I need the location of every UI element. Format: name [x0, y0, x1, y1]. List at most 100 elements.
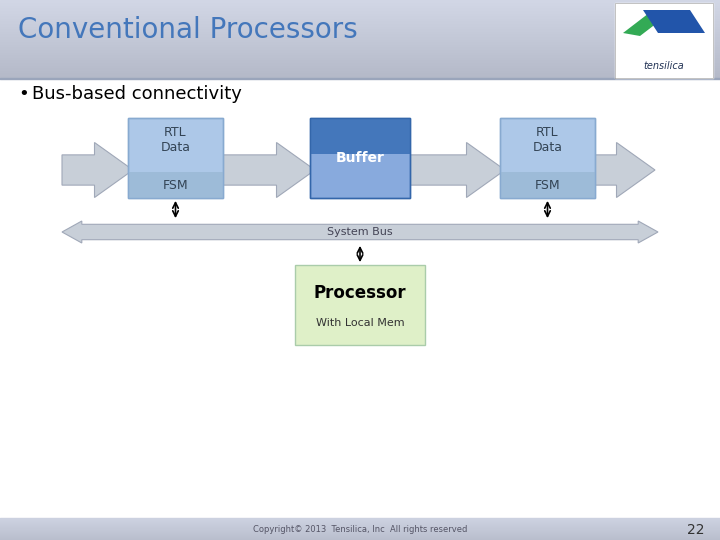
Polygon shape: [643, 10, 705, 33]
Bar: [0, 27, 720, 28]
Bar: [0, 2, 720, 3]
Polygon shape: [218, 143, 315, 198]
Bar: [0, 54, 720, 55]
Bar: [0, 21, 720, 22]
Bar: [0, 56, 720, 57]
Bar: [0, 18, 720, 19]
Bar: [0, 63, 720, 64]
Bar: [0, 4, 720, 5]
Bar: [0, 20, 720, 21]
Bar: [0, 29, 720, 30]
Text: Data: Data: [533, 141, 562, 154]
Bar: [0, 69, 720, 70]
Bar: [0, 19, 720, 20]
Bar: [0, 0, 720, 1]
Bar: [0, 72, 720, 73]
FancyBboxPatch shape: [128, 172, 223, 198]
Bar: [0, 36, 720, 37]
Bar: [0, 61, 720, 62]
Text: RTL: RTL: [164, 125, 186, 138]
Bar: [0, 33, 720, 34]
Text: Processor: Processor: [314, 284, 406, 302]
Bar: [0, 44, 720, 45]
Bar: [0, 6, 720, 7]
Bar: [0, 76, 720, 77]
Polygon shape: [623, 10, 670, 36]
Text: FSM: FSM: [535, 179, 560, 192]
Text: 22: 22: [688, 523, 705, 537]
Bar: [0, 24, 720, 25]
Polygon shape: [62, 221, 658, 243]
Bar: [0, 53, 720, 54]
Bar: [0, 71, 720, 72]
Bar: [0, 39, 720, 40]
Bar: [0, 46, 720, 47]
FancyBboxPatch shape: [500, 118, 595, 198]
Bar: [0, 23, 720, 24]
Text: Bus-based connectivity: Bus-based connectivity: [32, 85, 242, 103]
Bar: [0, 73, 720, 74]
Bar: [0, 26, 720, 27]
Bar: [0, 43, 720, 44]
Bar: [0, 35, 720, 36]
Bar: [0, 64, 720, 65]
Text: tensilica: tensilica: [644, 61, 685, 71]
Text: •: •: [18, 85, 29, 103]
Bar: [0, 59, 720, 60]
Bar: [0, 75, 720, 76]
Text: Buffer: Buffer: [336, 151, 384, 165]
Bar: [0, 15, 720, 16]
Bar: [0, 34, 720, 35]
Bar: [0, 13, 720, 14]
Bar: [0, 60, 720, 61]
Bar: [0, 41, 720, 42]
Bar: [0, 45, 720, 46]
Bar: [0, 50, 720, 51]
Bar: [0, 28, 720, 29]
Text: System Bus: System Bus: [327, 227, 393, 237]
Bar: [0, 70, 720, 71]
Bar: [0, 51, 720, 52]
Text: With Local Mem: With Local Mem: [315, 318, 405, 328]
Bar: [0, 5, 720, 6]
Bar: [0, 58, 720, 59]
Polygon shape: [62, 143, 133, 198]
FancyBboxPatch shape: [500, 172, 595, 198]
Bar: [0, 1, 720, 2]
FancyBboxPatch shape: [310, 118, 410, 198]
Bar: [0, 52, 720, 53]
Bar: [0, 10, 720, 11]
Bar: [0, 40, 720, 41]
Text: Data: Data: [161, 141, 191, 154]
Bar: [0, 74, 720, 75]
Bar: [0, 65, 720, 66]
Bar: [0, 8, 720, 9]
Text: RTL: RTL: [536, 125, 559, 138]
Bar: [0, 12, 720, 13]
Polygon shape: [590, 143, 655, 198]
Bar: [0, 25, 720, 26]
Bar: [0, 55, 720, 56]
Bar: [0, 49, 720, 50]
Bar: [0, 31, 720, 32]
Text: Conventional Processors: Conventional Processors: [18, 16, 358, 44]
Bar: [0, 32, 720, 33]
Bar: [0, 38, 720, 39]
Text: Copyright© 2013  Tensilica, Inc  All rights reserved: Copyright© 2013 Tensilica, Inc All right…: [253, 525, 467, 535]
Bar: [0, 47, 720, 48]
FancyBboxPatch shape: [295, 265, 425, 345]
FancyBboxPatch shape: [128, 118, 223, 198]
Bar: [0, 22, 720, 23]
Bar: [0, 66, 720, 67]
Bar: [0, 48, 720, 49]
Polygon shape: [405, 143, 505, 198]
Bar: [0, 42, 720, 43]
Bar: [0, 77, 720, 78]
Bar: [0, 67, 720, 68]
Bar: [0, 11, 720, 12]
Bar: [0, 3, 720, 4]
Bar: [0, 9, 720, 10]
FancyBboxPatch shape: [310, 118, 410, 154]
Bar: [0, 57, 720, 58]
Text: FSM: FSM: [163, 179, 189, 192]
